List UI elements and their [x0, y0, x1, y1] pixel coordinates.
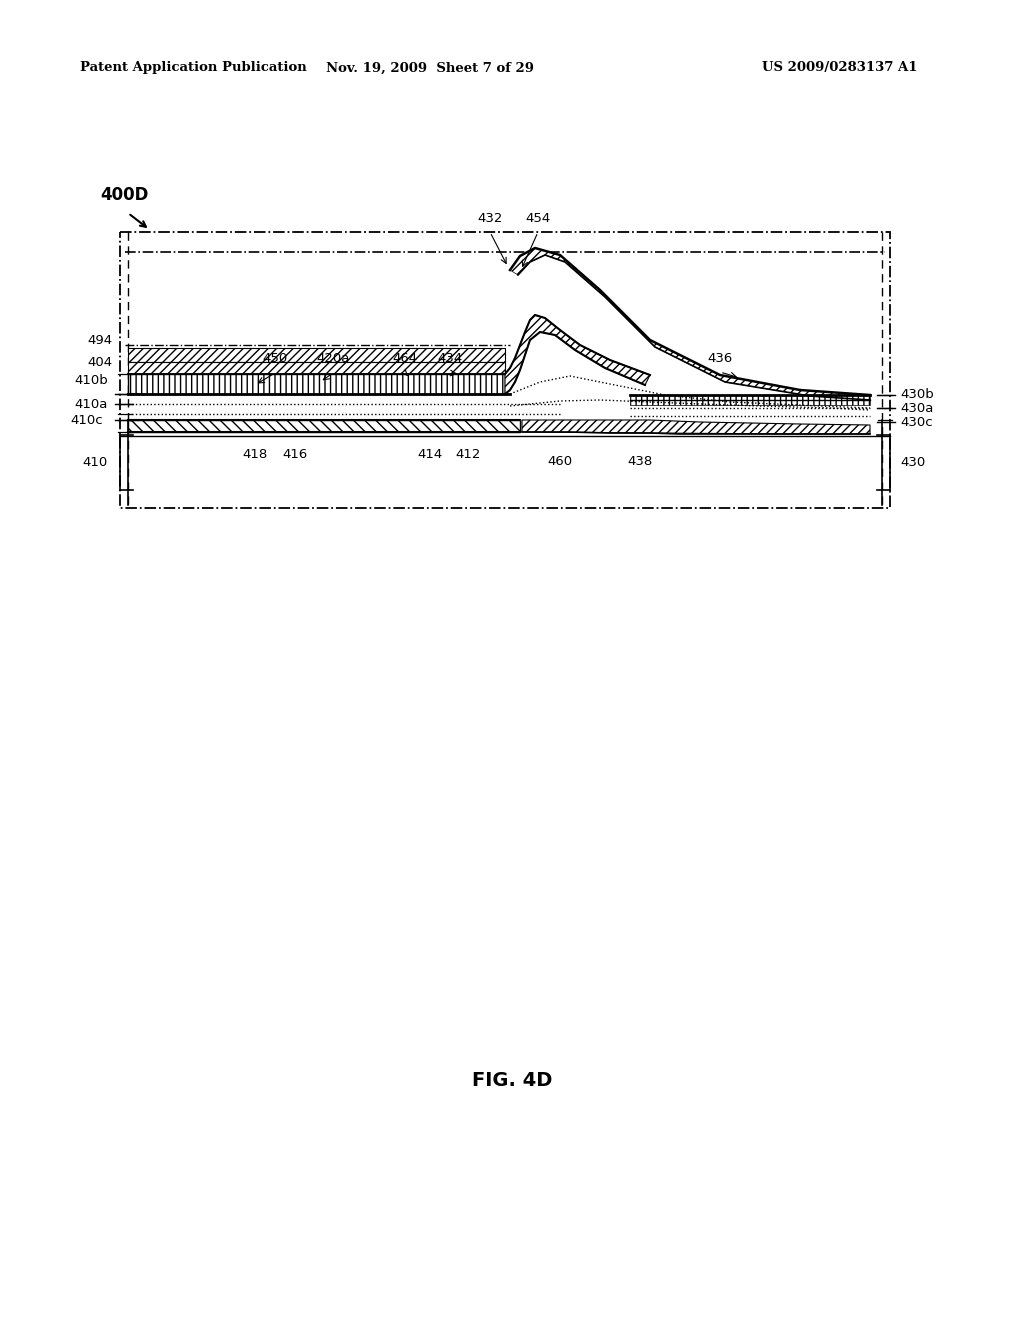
- Text: 494: 494: [87, 334, 112, 346]
- Text: 430: 430: [900, 457, 926, 470]
- Text: 410b: 410b: [75, 375, 108, 388]
- Text: 460: 460: [548, 455, 572, 469]
- Text: 410c: 410c: [71, 413, 103, 426]
- Text: 410: 410: [83, 457, 108, 470]
- Text: 430b: 430b: [900, 388, 934, 401]
- Text: Patent Application Publication: Patent Application Publication: [80, 62, 307, 74]
- Text: 430c: 430c: [900, 416, 933, 429]
- Bar: [128, 348, 505, 362]
- Bar: [128, 374, 505, 393]
- Text: 420a: 420a: [316, 352, 349, 366]
- Polygon shape: [505, 315, 650, 393]
- Text: 414: 414: [418, 447, 442, 461]
- Text: 430a: 430a: [900, 401, 933, 414]
- Text: 434: 434: [437, 352, 463, 366]
- Text: 400D: 400D: [100, 186, 148, 205]
- Text: 454: 454: [525, 213, 551, 224]
- Text: 412: 412: [456, 447, 480, 461]
- Bar: [128, 362, 505, 374]
- Bar: [630, 395, 870, 405]
- Text: 410a: 410a: [75, 397, 108, 411]
- Text: 464: 464: [392, 352, 418, 366]
- Text: 438: 438: [628, 455, 652, 469]
- Text: 450: 450: [262, 352, 288, 366]
- Text: 418: 418: [243, 447, 267, 461]
- Text: 432: 432: [477, 213, 503, 224]
- Text: Nov. 19, 2009  Sheet 7 of 29: Nov. 19, 2009 Sheet 7 of 29: [326, 62, 534, 74]
- Text: US 2009/0283137 A1: US 2009/0283137 A1: [762, 62, 918, 74]
- Text: FIG. 4D: FIG. 4D: [472, 1071, 552, 1089]
- Text: 416: 416: [283, 447, 307, 461]
- Text: 404: 404: [87, 355, 112, 368]
- Bar: [128, 420, 520, 432]
- Polygon shape: [510, 248, 870, 400]
- Text: 436: 436: [708, 352, 732, 366]
- Bar: [120, 232, 890, 508]
- Polygon shape: [522, 420, 870, 434]
